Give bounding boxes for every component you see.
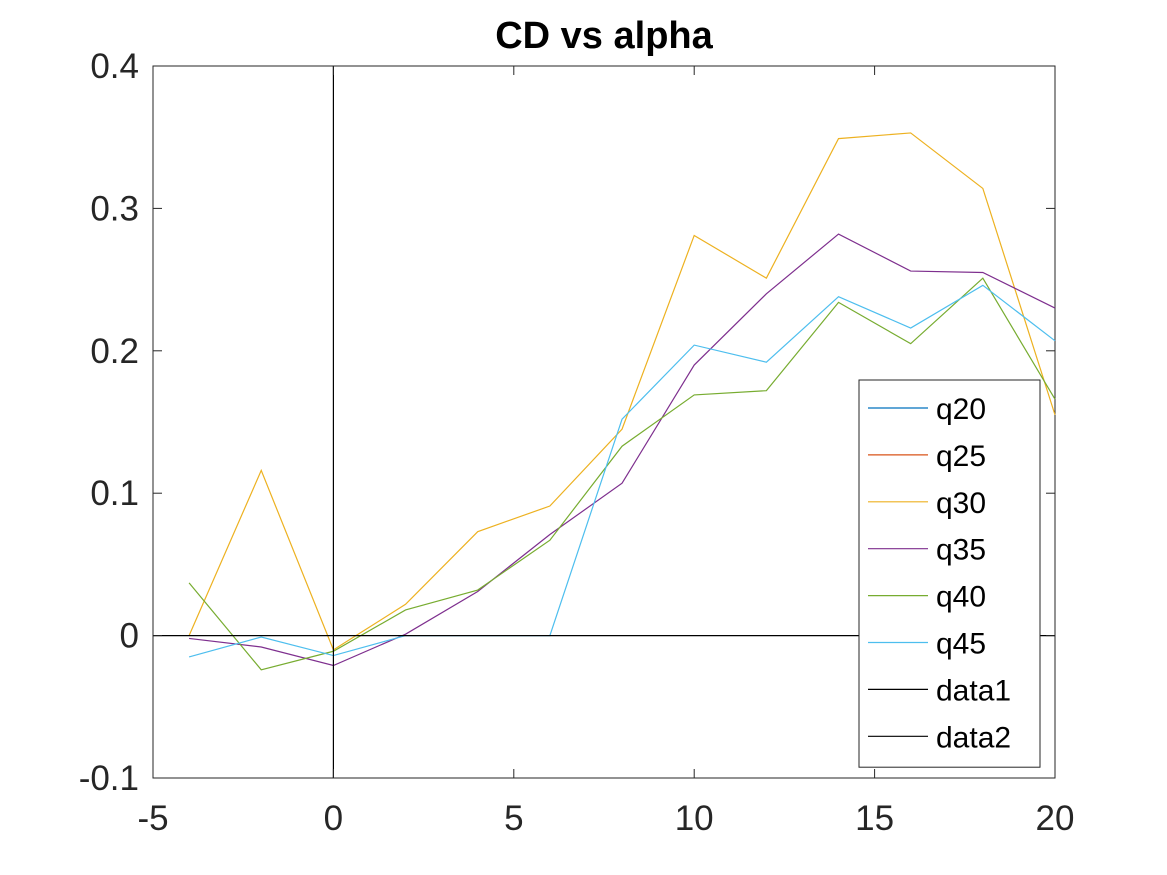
axis-layer: -5 0 5 10 15 20 -0.1 0 0.1 0.2 0.3 0.4	[79, 47, 1075, 838]
y-tick-label: 0.4	[90, 47, 139, 86]
legend-label-q40: q40	[936, 581, 986, 614]
legend-box	[858, 379, 1041, 768]
y-tick-label: 0	[120, 617, 139, 656]
legend-label-q45: q45	[936, 628, 986, 661]
legend-label-q25: q25	[936, 440, 986, 473]
y-tick-label: 0.2	[90, 332, 139, 371]
y-tick-label: 0.3	[90, 189, 139, 228]
legend-label-data2: data2	[936, 721, 1011, 754]
legend-label-q20: q20	[936, 393, 986, 426]
legend: q20 q25 q30 q35 q40 q45 data1 data2	[858, 379, 1041, 768]
legend-label-q30: q30	[936, 487, 986, 520]
legend-label-q35: q35	[936, 534, 986, 567]
x-tick-label: 15	[855, 799, 894, 838]
series-layer	[153, 66, 1056, 778]
x-tick-label: 10	[675, 799, 714, 838]
x-tick-label: 5	[504, 799, 523, 838]
y-tick-label: 0.1	[90, 474, 139, 513]
y-tick-label: -0.1	[79, 759, 139, 798]
x-tick-label: 0	[324, 799, 343, 838]
chart-title: CD vs alpha	[495, 15, 713, 57]
legend-label-data1: data1	[936, 674, 1011, 707]
x-tick-label: -5	[137, 799, 168, 838]
x-tick-label: 20	[1036, 799, 1075, 838]
